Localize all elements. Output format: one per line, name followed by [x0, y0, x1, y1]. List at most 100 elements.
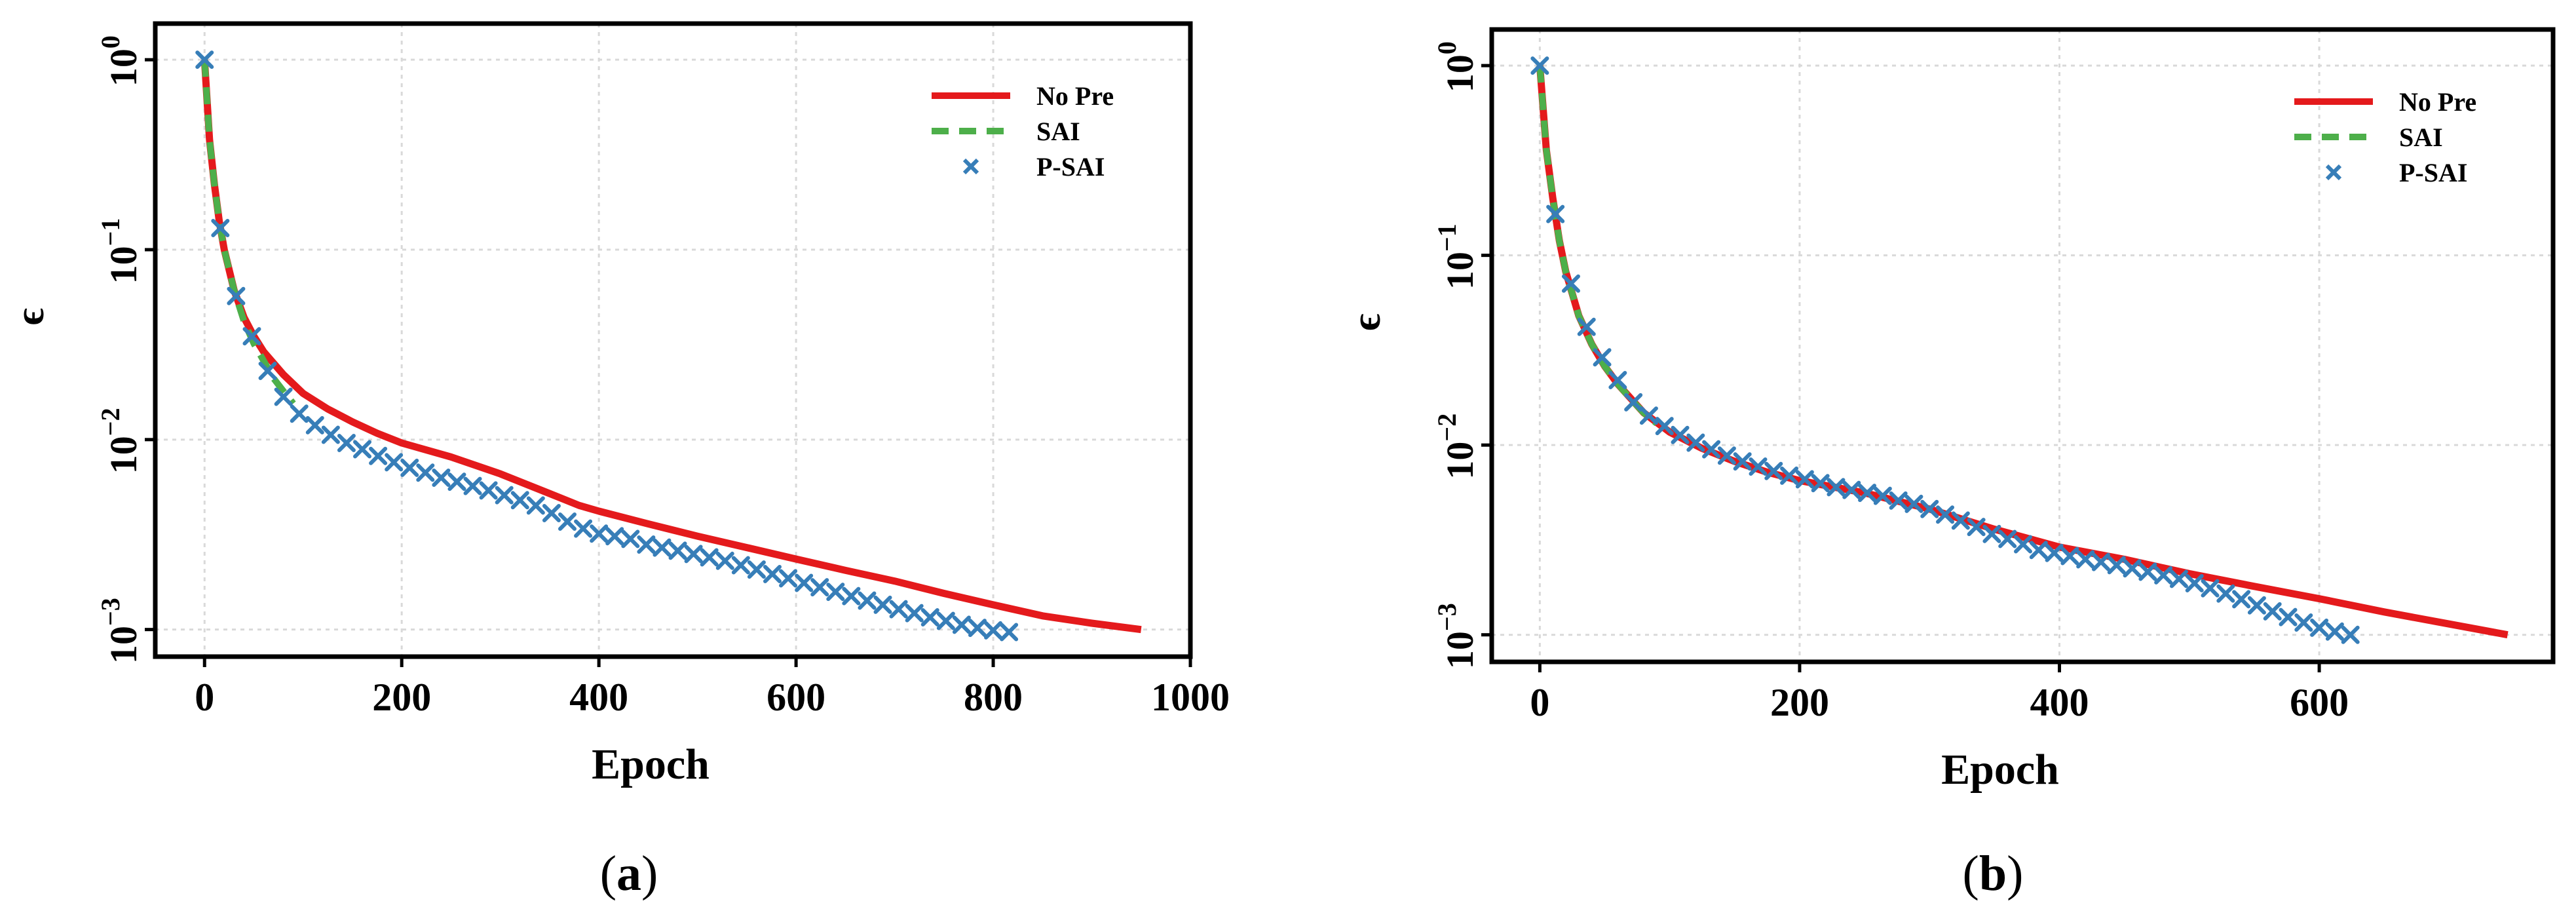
data-point-b-24 — [1904, 494, 1923, 513]
data-point-b-4 — [1593, 348, 1612, 367]
y-tick-label-a-3: 10−3 — [96, 598, 145, 664]
data-point-a-22 — [542, 504, 561, 523]
series-line-b-sai — [1536, 65, 1659, 427]
y-tick-label-b-3: 10−3 — [1432, 603, 1481, 669]
y-axis-title-a: ϵ — [8, 308, 52, 325]
data-point-b-48 — [2279, 607, 2298, 626]
data-point-a-27 — [621, 529, 640, 549]
legend-marker-b-2 — [2325, 164, 2342, 181]
plot-frame-b — [1489, 27, 2556, 664]
grid-b — [1492, 29, 2553, 662]
data-point-b-7 — [1639, 406, 1658, 425]
caption-a-letter: a — [616, 846, 641, 901]
y-axis-title-b: ϵ — [1344, 313, 1389, 330]
data-point-b-52 — [2341, 625, 2360, 644]
data-point-b-37 — [2107, 556, 2126, 575]
data-point-a-7 — [305, 415, 324, 434]
caption-b-letter: b — [1979, 846, 2007, 901]
x-tick-label-b-3: 600 — [2290, 681, 2349, 724]
data-point-a-51 — [1000, 623, 1019, 642]
legend-a: No Pre SAI P-SAI — [932, 81, 1114, 182]
data-point-a-39 — [810, 578, 829, 597]
data-point-a-10 — [353, 440, 371, 459]
data-point-b-16 — [1780, 466, 1799, 485]
data-point-b-42 — [2185, 573, 2204, 592]
data-point-b-20 — [1842, 480, 1861, 499]
data-point-a-28 — [637, 535, 656, 554]
data-point-b-44 — [2216, 584, 2235, 603]
data-point-b-41 — [2169, 569, 2188, 588]
data-point-a-34 — [731, 556, 750, 575]
data-point-b-50 — [2310, 618, 2329, 637]
x-tick-label-a-2: 400 — [569, 676, 628, 719]
data-point-b-29 — [1982, 524, 2001, 543]
legend-label-b-2: P-SAI — [2399, 158, 2467, 187]
y-tick-label-a-1: 10−1 — [96, 218, 145, 284]
legend-label-a-1: SAI — [1036, 117, 1080, 146]
data-point-a-19 — [495, 486, 514, 505]
chart-panel-a: 0 200 400 600 800 1000 100 10−1 10−2 10−3 Epoch ϵ No… — [8, 21, 1230, 788]
data-point-a-30 — [668, 541, 687, 560]
data-point-b-6 — [1624, 393, 1643, 412]
data-point-a-15 — [432, 468, 451, 487]
chart-panel-b: 0 200 400 600 100 10−1 10−2 10−3 Epoch ϵ No Pre SAI… — [1344, 27, 2556, 794]
data-point-b-18 — [1811, 474, 1830, 493]
caption-b-open: ( — [1962, 846, 1979, 901]
data-point-b-27 — [1951, 511, 1970, 530]
data-point-b-32 — [2029, 541, 2048, 560]
y-tick-label-b-1: 10−1 — [1432, 223, 1481, 290]
data-point-b-31 — [2013, 535, 2032, 554]
data-point-b-43 — [2201, 579, 2220, 598]
data-point-a-31 — [684, 545, 703, 564]
x-tick-label-a-5: 1000 — [1151, 676, 1230, 719]
data-point-b-34 — [2060, 547, 2079, 566]
data-point-a-43 — [873, 595, 892, 614]
data-point-b-36 — [2091, 552, 2110, 571]
series-line-b-no-pre — [1536, 65, 2509, 639]
caption-a-close: ) — [641, 846, 658, 901]
legend-label-a-2: P-SAI — [1036, 152, 1105, 182]
data-point-a-2 — [227, 286, 246, 305]
data-point-a-24 — [574, 519, 593, 538]
data-point-b-22 — [1873, 486, 1892, 505]
data-point-b-51 — [2325, 622, 2344, 641]
data-point-a-11 — [369, 446, 388, 465]
x-tick-label-a-1: 200 — [372, 676, 431, 719]
data-point-b-2 — [1561, 274, 1580, 293]
data-point-a-26 — [605, 527, 624, 546]
data-point-b-8 — [1655, 417, 1674, 436]
x-tick-label-a-4: 800 — [964, 676, 1023, 719]
data-point-b-5 — [1608, 371, 1627, 390]
data-point-b-17 — [1795, 470, 1814, 489]
caption-a: (a) — [577, 845, 681, 902]
y-tick-label-b-2: 10−2 — [1432, 414, 1481, 480]
data-point-b-3 — [1577, 317, 1596, 336]
x-tick-label-b-0: 0 — [1530, 681, 1549, 724]
data-point-b-11 — [1702, 440, 1721, 459]
data-point-b-15 — [1764, 461, 1783, 480]
data-point-a-1 — [211, 218, 230, 237]
data-point-a-13 — [400, 458, 419, 477]
series-a-p-sai — [195, 50, 1019, 642]
data-point-b-45 — [2232, 590, 2251, 609]
data-point-a-6 — [290, 404, 309, 423]
x-axis-title-b: Epoch — [1941, 746, 2059, 794]
series-line-a-sai — [201, 59, 296, 406]
data-point-b-14 — [1749, 457, 1768, 476]
data-point-a-23 — [558, 512, 577, 531]
data-point-b-38 — [2123, 559, 2142, 578]
data-point-b-26 — [1936, 505, 1955, 524]
caption-b-close: ) — [2007, 846, 2024, 901]
data-point-a-18 — [479, 481, 498, 500]
data-point-a-4 — [258, 361, 277, 380]
data-point-a-49 — [968, 619, 987, 638]
data-point-b-1 — [1546, 204, 1565, 223]
data-point-a-40 — [826, 583, 845, 602]
data-point-a-20 — [510, 491, 529, 510]
legend-label-b-1: SAI — [2399, 123, 2443, 152]
data-point-a-37 — [779, 569, 798, 588]
data-point-a-44 — [889, 600, 908, 619]
data-point-b-28 — [1967, 518, 1986, 537]
data-point-b-19 — [1827, 478, 1846, 497]
caption-b: (b) — [1941, 845, 2045, 902]
